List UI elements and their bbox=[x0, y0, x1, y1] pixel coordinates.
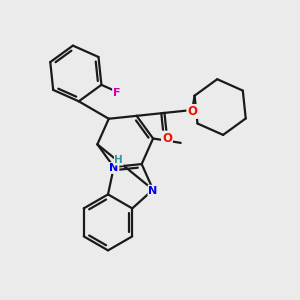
Text: N: N bbox=[148, 186, 158, 196]
Text: N: N bbox=[109, 163, 119, 173]
Text: F: F bbox=[113, 88, 121, 98]
Text: O: O bbox=[187, 105, 197, 118]
Text: H: H bbox=[115, 155, 123, 165]
Text: O: O bbox=[162, 132, 172, 145]
